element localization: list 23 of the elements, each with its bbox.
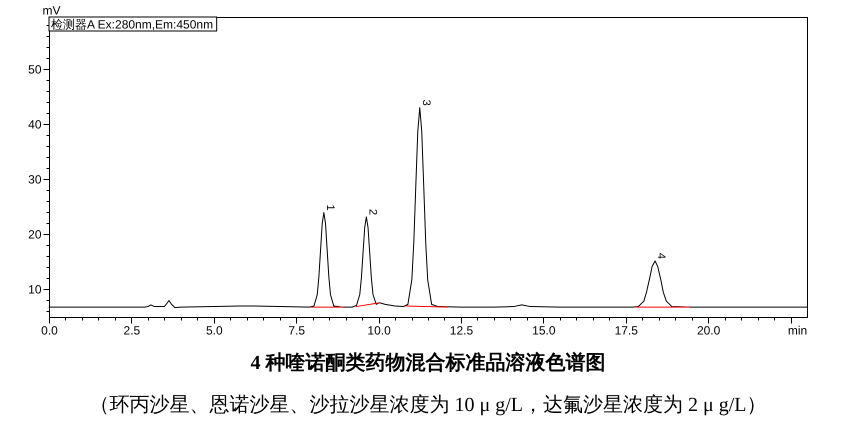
x-tick-label: 10.0 (367, 324, 392, 338)
y-axis-title: mV (42, 4, 60, 18)
text: （环丙沙星、恩诺沙星、沙拉沙星浓度为 10 μ g/L，达氟沙星浓度为 2 μ g/L） (90, 394, 766, 416)
x-tick-label: 5.0 (206, 324, 223, 338)
y-tick-label: 10 (28, 282, 42, 296)
annotation: 3 (420, 100, 432, 106)
y-tick-label: 40 (28, 118, 42, 132)
x-tick-label: 20.0 (696, 324, 721, 338)
annotation: 2 (366, 208, 378, 216)
annotation: 4 (655, 252, 668, 260)
text: 4 种喹诺酮类药物混合标准品溶液色谱图 (250, 351, 606, 374)
annotation: 1 (324, 204, 336, 211)
x-tick-label: 2.5 (124, 324, 141, 338)
x-tick-label: 17.5 (614, 324, 638, 338)
x-axis-title: min (788, 324, 808, 338)
x-tick-label: 15.0 (532, 324, 556, 338)
x-tick-label: 7.5 (288, 324, 306, 338)
y-tick-label: 50 (28, 62, 42, 77)
x-tick-label: 12.5 (450, 324, 474, 338)
x-tick-label: 0.0 (41, 324, 58, 338)
y-tick-label: 20 (28, 228, 42, 242)
y-tick-label: 30 (28, 172, 42, 187)
annotation: 检测器A Ex:280nm,Em:450nm (51, 18, 214, 32)
